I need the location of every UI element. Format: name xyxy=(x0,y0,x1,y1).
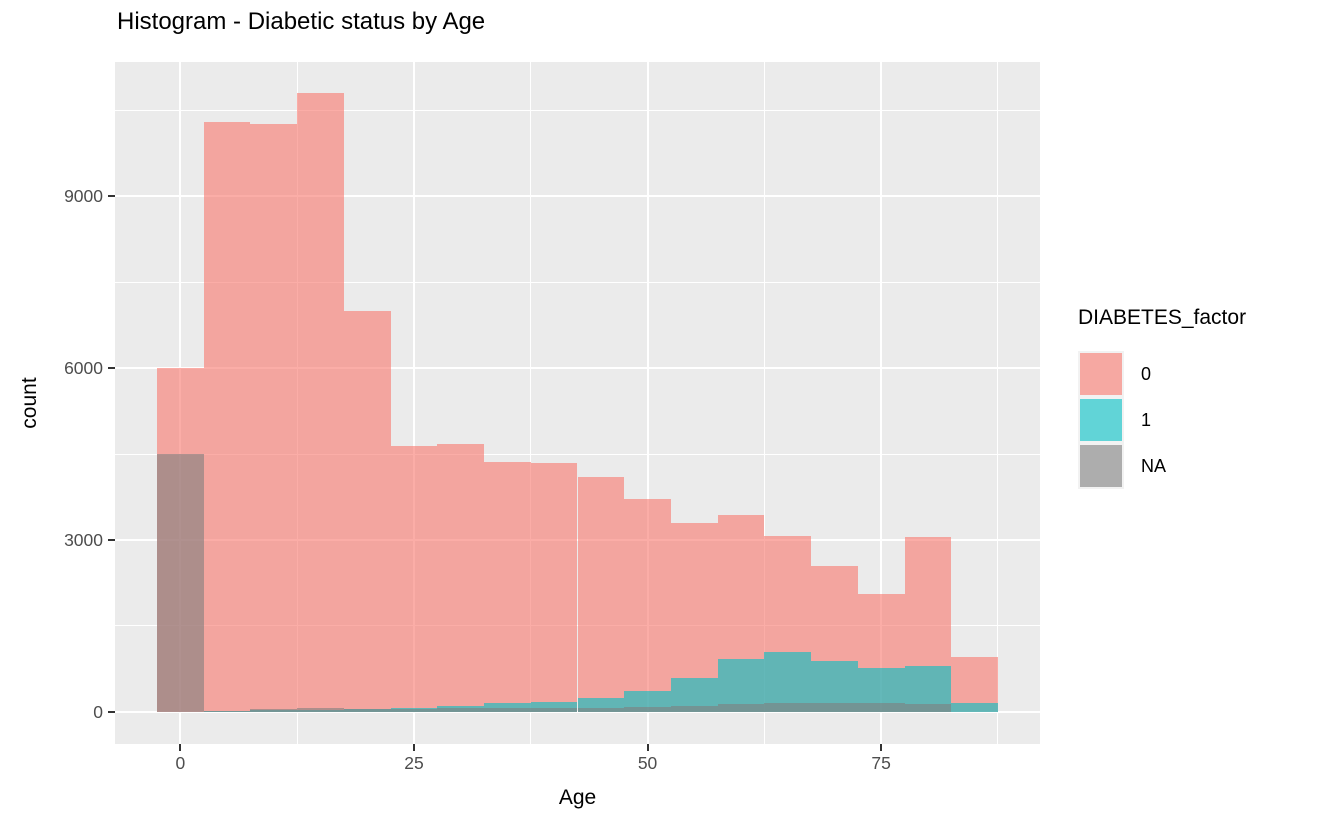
histogram-bar-NA xyxy=(250,709,298,712)
gridline-minor-vertical xyxy=(997,62,999,744)
legend-label: NA xyxy=(1141,455,1167,476)
x-tick-label: 0 xyxy=(175,753,186,773)
histogram-bar-NA xyxy=(157,454,204,712)
legend-title: DIABETES_factor xyxy=(1078,306,1247,329)
histogram-bar-NA xyxy=(343,708,391,712)
histogram-bar-0 xyxy=(250,124,298,712)
histogram-bar-NA xyxy=(437,708,485,712)
y-tick-label: 9000 xyxy=(64,186,103,207)
histogram-bar-0 xyxy=(530,463,578,712)
y-tick-label: 6000 xyxy=(64,358,103,379)
histogram-bar-1 xyxy=(717,659,765,712)
gridline-major-vertical xyxy=(880,62,883,744)
histogram-bar-0 xyxy=(343,310,391,712)
y-tick-mark xyxy=(108,367,115,370)
histogram-bar-0 xyxy=(484,462,531,712)
gridline-minor-vertical xyxy=(763,62,765,744)
legend-item-NA: NA xyxy=(1078,443,1344,489)
histogram-bar-1 xyxy=(530,702,578,712)
histogram-bar-1 xyxy=(904,666,952,712)
legend-label: 0 xyxy=(1141,363,1152,384)
histogram-bar-NA xyxy=(904,704,952,712)
histogram-bar-0 xyxy=(390,445,438,712)
legend-key xyxy=(1078,397,1124,443)
histogram-bar-0 xyxy=(437,443,485,712)
histogram-bar-NA xyxy=(577,707,625,712)
y-tick-mark xyxy=(108,195,115,198)
gridline-minor-horizontal xyxy=(115,453,1040,455)
y-tick-mark xyxy=(108,538,115,541)
histogram-bar-1 xyxy=(484,703,531,712)
histogram-bar-NA xyxy=(670,705,718,712)
x-tick-label: 25 xyxy=(404,753,424,773)
plot-panel xyxy=(115,62,1040,744)
legend: DIABETES_factor 0 1 NA xyxy=(1078,306,1344,489)
x-tick-label: 50 xyxy=(637,753,658,773)
gridline-minor-horizontal xyxy=(115,281,1040,283)
legend-item-0: 0 xyxy=(1078,351,1344,397)
histogram-bar-NA xyxy=(717,703,765,712)
y-tick-label: 0 xyxy=(93,701,103,722)
histogram-bar-0 xyxy=(624,498,671,712)
histogram-bar-NA xyxy=(857,703,905,712)
histogram-bar-NA xyxy=(811,702,858,712)
gridline-minor-horizontal xyxy=(115,109,1040,111)
legend-swatch-NA xyxy=(1080,445,1122,487)
legend-key xyxy=(1078,443,1124,489)
histogram-bar-NA xyxy=(484,707,531,712)
gridline-major-horizontal xyxy=(115,367,1040,370)
histogram-bar-1 xyxy=(764,652,812,712)
chart-title: Histogram - Diabetic status by Age xyxy=(117,8,486,35)
histogram-bar-NA xyxy=(624,706,671,712)
y-tick-label: 3000 xyxy=(64,529,103,550)
legend-item-1: 1 xyxy=(1078,397,1344,443)
gridline-major-horizontal xyxy=(115,710,1040,713)
x-axis-title: Age xyxy=(558,786,597,809)
legend-swatch-0 xyxy=(1080,353,1122,395)
histogram-bar-0 xyxy=(577,476,625,712)
legend-swatch-1 xyxy=(1080,399,1122,441)
histogram-bar-NA xyxy=(530,707,578,712)
gridline-major-vertical xyxy=(412,62,415,744)
histogram-bar-NA xyxy=(390,708,438,712)
histogram-bar-NA xyxy=(297,708,344,712)
x-tick-mark xyxy=(646,744,649,751)
x-tick-label: 75 xyxy=(871,753,891,773)
histogram-bar-1 xyxy=(624,690,671,712)
x-tick-mark xyxy=(412,744,415,751)
legend-items: 0 1 NA xyxy=(1078,351,1344,489)
gridline-major-horizontal xyxy=(115,195,1040,198)
histogram-bar-0 xyxy=(203,121,251,712)
y-tick-mark xyxy=(108,710,115,713)
y-axis-title: count xyxy=(18,377,41,429)
x-tick-mark xyxy=(880,744,883,751)
histogram-bar-NA xyxy=(203,710,251,712)
legend-key xyxy=(1078,351,1124,397)
histogram-bar-1 xyxy=(951,702,998,712)
legend-label: 1 xyxy=(1141,409,1152,430)
histogram-bar-NA xyxy=(764,703,812,712)
gridline-major-vertical xyxy=(646,62,649,744)
x-tick-mark xyxy=(179,744,182,751)
histogram-bar-0 xyxy=(297,92,344,712)
gridline-minor-vertical xyxy=(530,62,532,744)
